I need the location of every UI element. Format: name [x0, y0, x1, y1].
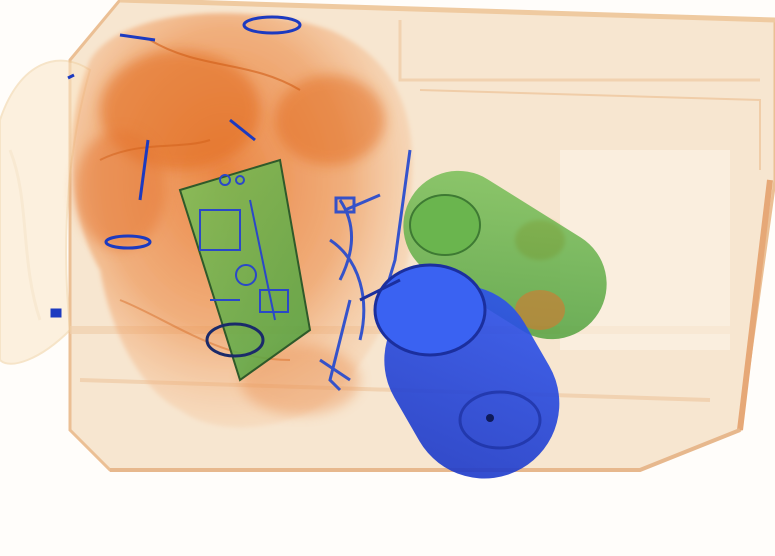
- circuit-board: [178, 158, 312, 382]
- cloth-left: [0, 59, 92, 365]
- blue-thermos: [359, 263, 560, 479]
- clothing-bundle: [71, 13, 413, 428]
- green-flask: [403, 170, 607, 340]
- metal-fragments: [50, 15, 302, 318]
